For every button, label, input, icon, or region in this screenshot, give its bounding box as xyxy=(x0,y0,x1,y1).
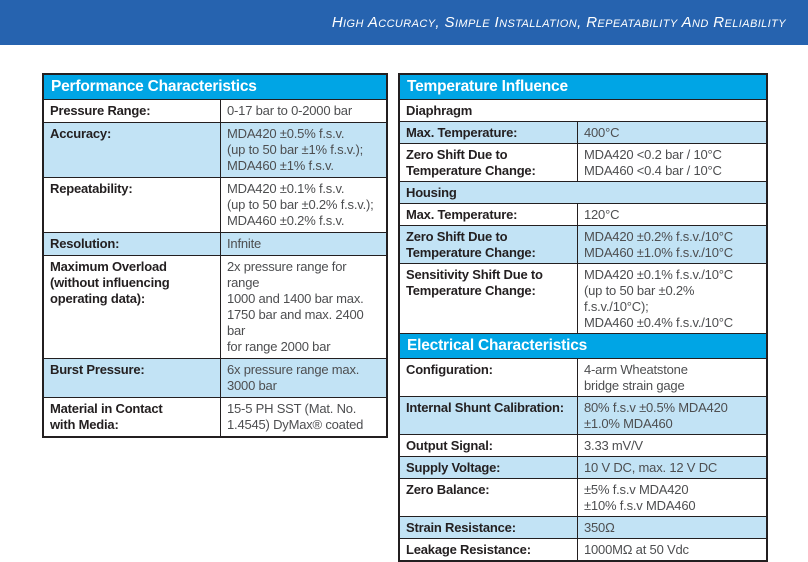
temperature-electrical-table: Temperature Influence Diaphragm Max. Tem… xyxy=(398,73,768,562)
spec-value: 1000MΩ at 50 Vdc xyxy=(584,541,689,557)
spec-value: 80% f.s.v ±0.5% MDA420 ±1.0% MDA460 xyxy=(584,399,728,431)
table-row: Resolution: Infnite xyxy=(44,233,386,256)
table-row: Supply Voltage: 10 V DC, max. 12 V DC xyxy=(400,457,766,479)
spec-label: Pressure Range: xyxy=(44,100,221,122)
table-header-performance: Performance Characteristics xyxy=(44,75,386,100)
spec-value: 6x pressure range max. 3000 bar xyxy=(227,362,360,393)
table-row: Strain Resistance: 350Ω xyxy=(400,517,766,539)
table-row: Zero Balance: ±5% f.s.v MDA420 ±10% f.s.… xyxy=(400,479,766,517)
table-row: Accuracy: MDA420 ±0.5% f.s.v. (up to 50 … xyxy=(44,123,386,178)
spec-label: Internal Shunt Calibration: xyxy=(400,397,578,434)
spec-label: Zero Shift Due to Temperature Change: xyxy=(400,144,578,181)
spec-label: Zero Shift Due to Temperature Change: xyxy=(400,226,578,263)
spec-label: Max. Temperature: xyxy=(400,122,578,143)
spec-label: Leakage Resistance: xyxy=(400,539,578,560)
spec-label: Material in Contact with Media: xyxy=(44,398,221,436)
spec-value: MDA420 <0.2 bar / 10°C MDA460 <0.4 bar /… xyxy=(584,146,722,178)
table-row: Housing xyxy=(400,182,766,204)
spec-value: ±5% f.s.v MDA420 ±10% f.s.v MDA460 xyxy=(584,481,696,513)
spec-value: 2x pressure range for range 1000 and 140… xyxy=(227,259,364,354)
spec-value: 3.33 mV/V xyxy=(584,437,643,453)
spec-label: Accuracy: xyxy=(44,123,221,177)
spec-label: Strain Resistance: xyxy=(400,517,578,538)
spec-label: Output Signal: xyxy=(400,435,578,456)
spec-value: MDA420 ±0.2% f.s.v./10°C MDA460 ±1.0% f.… xyxy=(584,228,733,260)
table-row: Output Signal: 3.33 mV/V xyxy=(400,435,766,457)
spec-label: Repeatability: xyxy=(44,178,221,232)
table-header-temperature: Temperature Influence xyxy=(400,75,766,100)
table-row: Sensitivity Shift Due to Temperature Cha… xyxy=(400,264,766,334)
table-header-electrical: Electrical Characteristics xyxy=(400,334,766,359)
spec-label: Sensitivity Shift Due to Temperature Cha… xyxy=(400,264,578,333)
spec-value: 400°C xyxy=(584,124,620,140)
section-subheader-diaphragm: Diaphragm xyxy=(406,102,473,118)
banner-tagline: High Accuracy, Simple Installation, Repe… xyxy=(331,14,786,31)
top-banner: High Accuracy, Simple Installation, Repe… xyxy=(0,0,808,45)
section-subheader-housing: Housing xyxy=(406,184,457,200)
spec-label: Maximum Overload (without influencing op… xyxy=(44,256,221,358)
spec-value: Infnite xyxy=(227,236,262,251)
table-row: Zero Shift Due to Temperature Change: MD… xyxy=(400,144,766,182)
spec-label: Burst Pressure: xyxy=(44,359,221,397)
performance-characteristics-table: Performance Characteristics Pressure Ran… xyxy=(42,73,388,438)
spec-value: MDA420 ±0.1% f.s.v. (up to 50 bar ±0.2% … xyxy=(227,181,374,228)
table-row: Burst Pressure: 6x pressure range max. 3… xyxy=(44,359,386,398)
spec-value: 120°C xyxy=(584,206,620,222)
table-row: Internal Shunt Calibration: 80% f.s.v ±0… xyxy=(400,397,766,435)
table-row: Maximum Overload (without influencing op… xyxy=(44,256,386,359)
spec-value: 350Ω xyxy=(584,519,615,535)
table-row: Material in Contact with Media: 15-5 PH … xyxy=(44,398,386,436)
spec-value: 0-17 bar to 0-2000 bar xyxy=(227,103,352,118)
spec-label: Configuration: xyxy=(400,359,578,396)
table-row: Leakage Resistance: 1000MΩ at 50 Vdc xyxy=(400,539,766,560)
spec-label: Max. Temperature: xyxy=(400,204,578,225)
spec-value: 4-arm Wheatstone bridge strain gage xyxy=(584,361,688,393)
spec-label: Zero Balance: xyxy=(400,479,578,516)
table-row: Configuration: 4-arm Wheatstone bridge s… xyxy=(400,359,766,397)
table-row: Repeatability: MDA420 ±0.1% f.s.v. (up t… xyxy=(44,178,386,233)
spec-value: MDA420 ±0.1% f.s.v./10°C (up to 50 bar ±… xyxy=(584,266,733,330)
table-row: Zero Shift Due to Temperature Change: MD… xyxy=(400,226,766,264)
table-row: Diaphragm xyxy=(400,100,766,122)
spec-label: Supply Voltage: xyxy=(400,457,578,478)
table-row: Max. Temperature: 400°C xyxy=(400,122,766,144)
spec-value: 15-5 PH SST (Mat. No. 1.4545) DyMax® coa… xyxy=(227,401,364,432)
spec-label: Resolution: xyxy=(44,233,221,255)
table-row: Pressure Range: 0-17 bar to 0-2000 bar xyxy=(44,100,386,123)
spec-value: MDA420 ±0.5% f.s.v. (up to 50 bar ±1% f.… xyxy=(227,126,364,173)
table-row: Max. Temperature: 120°C xyxy=(400,204,766,226)
spec-value: 10 V DC, max. 12 V DC xyxy=(584,459,718,475)
